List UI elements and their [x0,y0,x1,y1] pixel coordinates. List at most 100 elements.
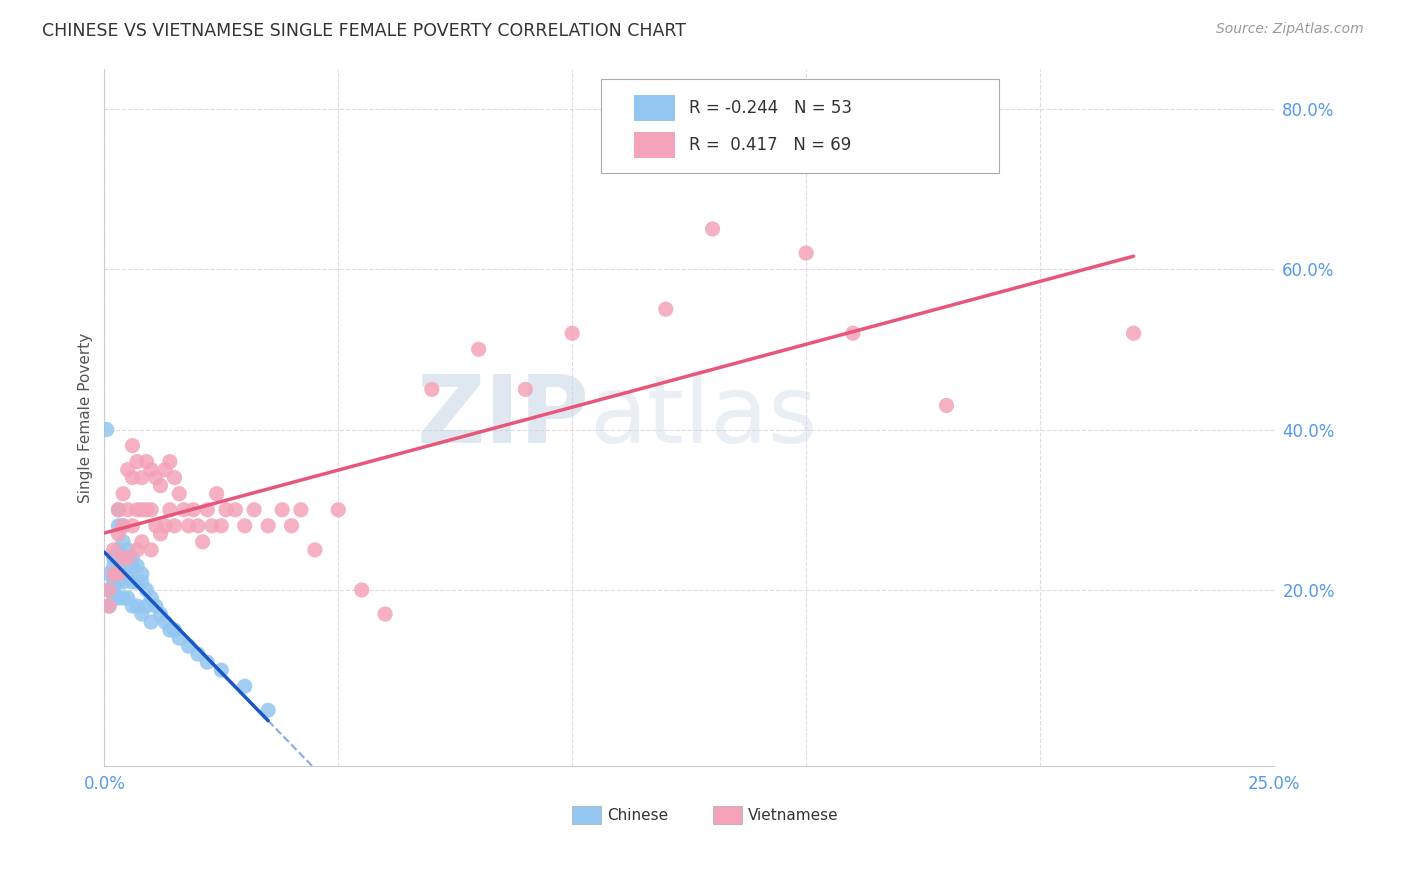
Point [103,574,125,589]
Point [181,502,204,516]
Bar [634,95,675,121]
Point [131,502,153,516]
Point [205,486,228,500]
Point [103,542,125,557]
Point [131,574,153,589]
Point [153,463,176,477]
Point [112,518,135,533]
Point [103,582,125,597]
Point [328,502,350,516]
Point [1122,326,1144,341]
Point [233,679,256,693]
Point [127,502,149,516]
Point [420,383,443,397]
Text: R = -0.244   N = 53: R = -0.244 N = 53 [689,99,852,117]
Point [98,599,121,613]
Point [224,502,246,516]
Text: Vietnamese: Vietnamese [748,808,838,822]
Bar [713,806,742,824]
Point [117,550,139,565]
Point [135,582,157,597]
Point [96,423,118,437]
Point [350,582,373,597]
Point [98,582,121,597]
Point [98,599,121,613]
Point [271,502,294,516]
Point [149,478,172,492]
Point [135,502,157,516]
Point [209,518,232,533]
Point [159,455,181,469]
Point [135,455,157,469]
Point [127,599,149,613]
Point [842,326,865,341]
Point [141,542,163,557]
Point [163,518,186,533]
Point [561,326,583,341]
Bar [634,132,675,158]
Point [280,518,302,533]
Point [515,383,537,397]
Point [107,558,129,573]
Text: ZIP: ZIP [416,371,589,464]
Point [304,542,326,557]
Point [121,599,143,613]
Point [112,550,135,565]
Point [121,550,143,565]
Point [167,486,190,500]
Point [243,502,266,516]
Point [117,566,139,581]
Point [135,599,157,613]
Point [145,518,167,533]
Point [131,607,153,621]
Point [131,470,153,484]
Point [163,623,186,637]
Point [290,502,312,516]
Point [127,542,149,557]
Point [141,463,163,477]
Point [153,615,176,629]
Point [127,558,149,573]
Point [121,518,143,533]
Point [257,518,280,533]
Point [117,550,139,565]
Point [702,222,724,236]
Point [121,470,143,484]
Bar [572,806,602,824]
Text: Source: ZipAtlas.com: Source: ZipAtlas.com [1216,22,1364,37]
Point [112,574,135,589]
Point [103,558,125,573]
Point [103,591,125,605]
Point [127,455,149,469]
Point [173,502,195,516]
Point [112,486,135,500]
Text: atlas: atlas [589,371,818,464]
Text: Chinese: Chinese [607,808,668,822]
Point [103,566,125,581]
Point [107,502,129,516]
Point [117,591,139,605]
Point [141,502,163,516]
Point [112,550,135,565]
Point [655,302,678,317]
Point [149,526,172,541]
Point [153,518,176,533]
Point [159,623,181,637]
Point [209,663,232,677]
Point [117,463,139,477]
Point [467,343,489,357]
Point [215,502,238,516]
Point [98,582,121,597]
Point [107,518,129,533]
Point [191,534,214,549]
Point [935,399,957,413]
Point [131,534,153,549]
Point [374,607,396,621]
Point [107,542,129,557]
Point [98,566,121,581]
Point [177,639,200,653]
Point [121,574,143,589]
FancyBboxPatch shape [602,79,1000,173]
Point [195,655,218,669]
Point [201,518,224,533]
